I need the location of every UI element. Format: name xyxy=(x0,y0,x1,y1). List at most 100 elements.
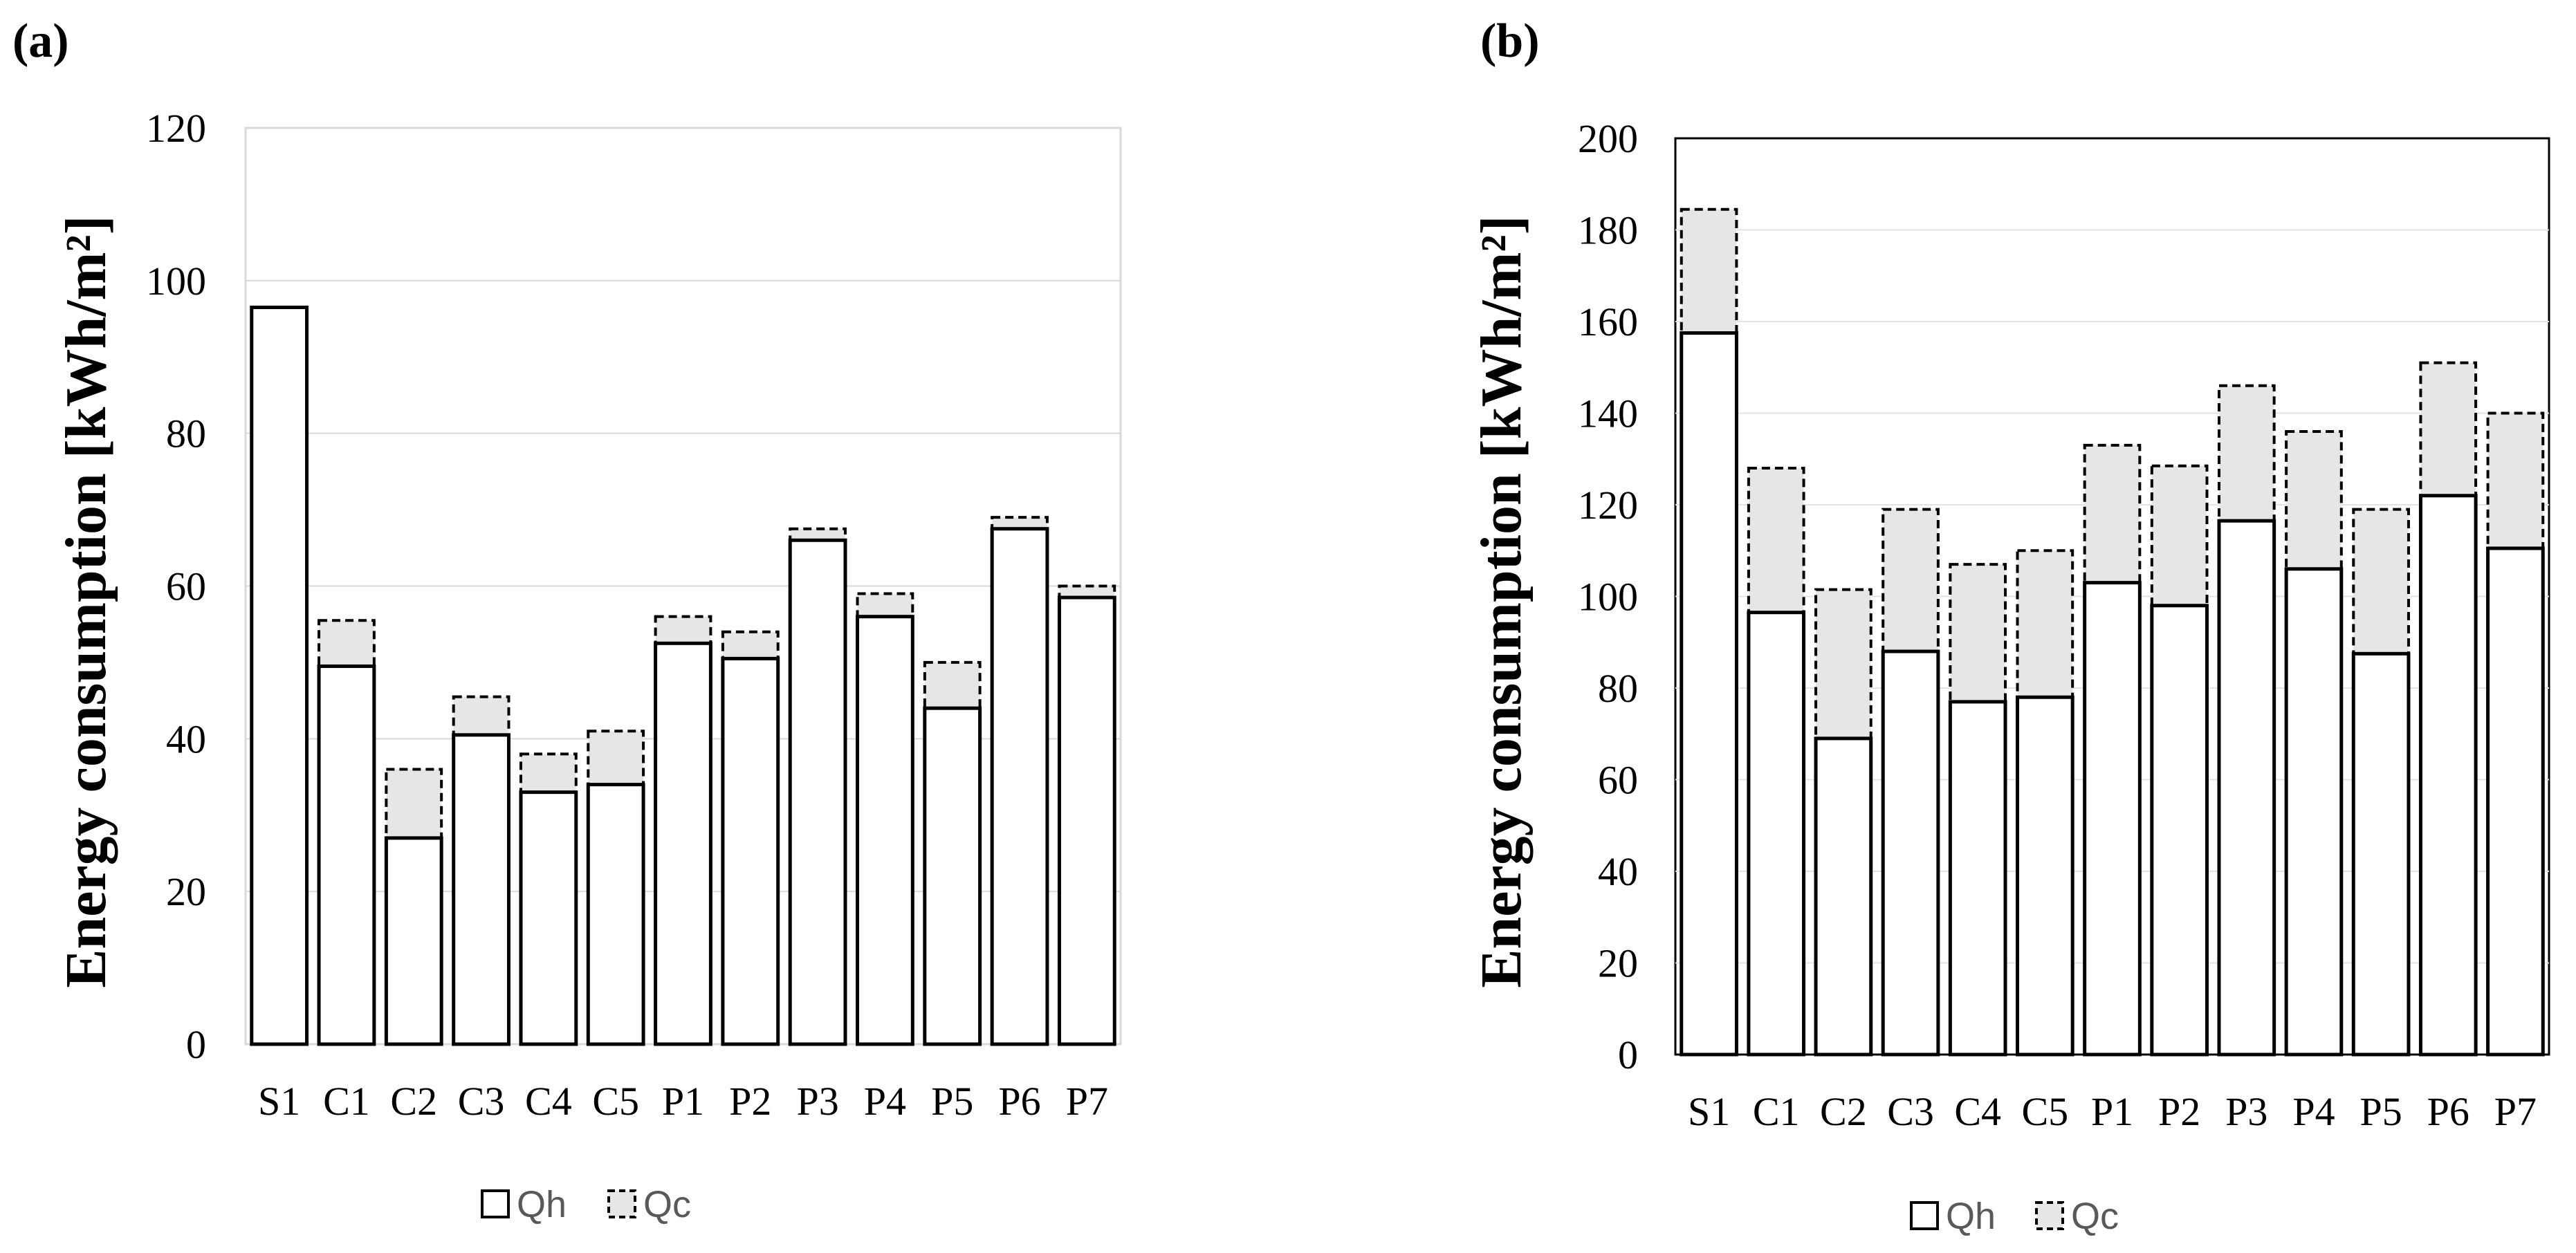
y-tick-label: 100 xyxy=(146,259,206,304)
bar-qh-P3 xyxy=(2217,519,2276,1057)
bar-qh-P1 xyxy=(2083,581,2142,1057)
bar-qc-C2 xyxy=(1814,588,1873,740)
bar-qc-C4 xyxy=(1949,563,2007,703)
bar-qh-P7 xyxy=(1057,595,1116,1046)
bar-qc-C5 xyxy=(2016,549,2074,699)
bar-qc-P6 xyxy=(2419,361,2478,497)
y-tick-label: 20 xyxy=(166,869,206,914)
bar-qc-P5 xyxy=(923,660,982,710)
legend-b: Qh Qc xyxy=(1910,1196,2119,1237)
legend-label-qh: Qh xyxy=(517,1184,567,1225)
y-tick-label: 0 xyxy=(186,1022,206,1067)
x-category-label: P5 xyxy=(2359,1089,2402,1134)
x-category-label: P7 xyxy=(1066,1079,1108,1124)
panel-label-b: (b) xyxy=(1480,15,1540,68)
bar-qh-C2 xyxy=(1814,736,1873,1057)
bar-qh-C4 xyxy=(1948,700,2007,1057)
y-tick-label: 80 xyxy=(166,411,206,456)
x-category-label: S1 xyxy=(258,1079,300,1124)
x-category-label: P2 xyxy=(729,1079,771,1124)
x-category-label: C1 xyxy=(323,1079,370,1124)
y-tick-label: 60 xyxy=(166,564,206,609)
x-category-label: P1 xyxy=(2091,1089,2133,1134)
bar-qc-C3 xyxy=(1882,508,1940,653)
x-category-label: P7 xyxy=(2494,1089,2537,1134)
bar-qc-C4 xyxy=(519,752,578,794)
bar-qc-P3 xyxy=(2217,384,2276,523)
y-tick-label: 40 xyxy=(1598,849,1638,894)
x-category-label: C1 xyxy=(1753,1089,1800,1134)
bar-qc-P4 xyxy=(2285,430,2343,570)
x-category-label: P6 xyxy=(998,1079,1040,1124)
bar-qh-C3 xyxy=(452,733,510,1046)
bar-qh-P2 xyxy=(2150,604,2209,1057)
bar-qh-C2 xyxy=(384,836,443,1046)
x-category-label: P4 xyxy=(864,1079,906,1124)
y-tick-label: 100 xyxy=(1578,575,1638,620)
x-category-label: C5 xyxy=(592,1079,639,1124)
y-tick-label: 20 xyxy=(1598,941,1638,986)
y-tick-label: 120 xyxy=(1578,483,1638,528)
bar-qh-C3 xyxy=(1881,649,1940,1057)
bar-qh-C5 xyxy=(586,783,645,1046)
bar-qh-P1 xyxy=(654,641,712,1046)
bar-qh-P5 xyxy=(2351,651,2411,1057)
x-category-label: P4 xyxy=(2292,1089,2335,1134)
y-axis-label-b: Energy consumption [kWh/m²] xyxy=(1469,215,1534,987)
x-category-label: C3 xyxy=(1887,1089,1934,1134)
bar-qh-S1 xyxy=(1680,331,1738,1057)
legend-swatch-qh xyxy=(1910,1201,1939,1230)
x-category-label: P1 xyxy=(662,1079,704,1124)
bar-qh-P3 xyxy=(788,538,847,1046)
bar-qh-P5 xyxy=(923,706,982,1046)
bar-qc-C3 xyxy=(452,695,510,736)
x-category-label: C2 xyxy=(1820,1089,1867,1134)
panel-label-a: (a) xyxy=(12,15,69,68)
y-tick-label: 200 xyxy=(1578,116,1638,161)
x-category-label: P6 xyxy=(2427,1089,2469,1134)
x-category-label: P3 xyxy=(796,1079,838,1124)
y-axis-label-a: Energy consumption [kWh/m²] xyxy=(54,215,118,987)
bar-qh-P7 xyxy=(2486,546,2545,1057)
legend-label-qc: Qc xyxy=(2071,1196,2119,1237)
bar-qc-P2 xyxy=(721,630,780,660)
x-category-label: P2 xyxy=(2158,1089,2200,1134)
y-tick-label: 160 xyxy=(1578,299,1638,344)
bar-qh-C5 xyxy=(2016,695,2074,1057)
bar-qc-P1 xyxy=(2083,443,2142,584)
bar-qc-C1 xyxy=(1747,467,1805,614)
chart-panel-a: (a) Energy consumption [kWh/m²] 0 20 40 60 8… xyxy=(12,15,1122,1225)
x-category-label: P5 xyxy=(931,1079,973,1124)
y-tick-label: 180 xyxy=(1578,208,1638,253)
bar-qh-C1 xyxy=(317,664,376,1046)
x-category-label: C2 xyxy=(390,1079,437,1124)
bar-qc-P1 xyxy=(654,615,712,645)
legend-swatch-qc xyxy=(2035,1201,2064,1230)
y-tick-label: 60 xyxy=(1598,758,1638,803)
bar-qc-S1 xyxy=(1680,207,1738,335)
legend-label-qh: Qh xyxy=(1946,1196,1996,1237)
x-category-label: C5 xyxy=(2022,1089,2069,1134)
bar-qh-P6 xyxy=(2418,494,2478,1057)
bar-qh-C1 xyxy=(1747,611,1806,1057)
bar-qh-P2 xyxy=(721,656,780,1046)
legend-a: Qh Qc xyxy=(481,1184,691,1225)
bar-qc-P4 xyxy=(856,592,914,618)
bar-qh-P4 xyxy=(856,615,914,1046)
bar-qh-C4 xyxy=(519,790,578,1046)
bar-qh-P6 xyxy=(990,527,1049,1046)
y-tick-label: 140 xyxy=(1578,391,1638,436)
bar-qc-C2 xyxy=(385,768,443,839)
y-tick-label: 40 xyxy=(166,716,206,761)
x-category-label: C4 xyxy=(1954,1089,2001,1134)
legend-swatch-qh xyxy=(481,1189,510,1218)
x-category-label: C4 xyxy=(525,1079,572,1124)
bar-qc-C1 xyxy=(318,619,376,668)
y-tick-label: 80 xyxy=(1598,666,1638,711)
bar-qc-P7 xyxy=(2486,411,2545,550)
bar-qc-P5 xyxy=(2352,508,2410,656)
chart-panel-b: (b) Energy consumption [kWh/m²] 0 20 40 60 8… xyxy=(1469,15,2550,1237)
x-category-label: C3 xyxy=(458,1079,505,1124)
bar-qh-P4 xyxy=(2284,567,2344,1057)
